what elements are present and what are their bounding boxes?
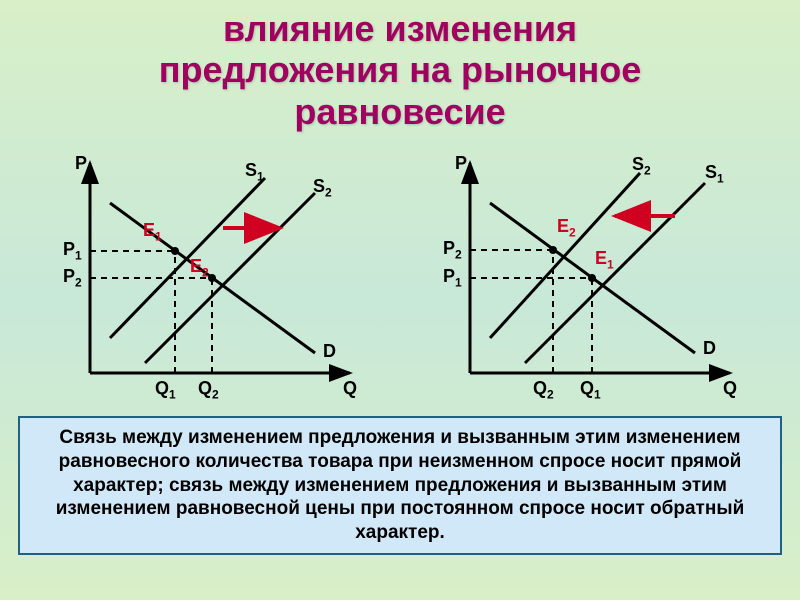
point-e2	[208, 274, 216, 282]
right-label-q2: Q2	[533, 378, 554, 402]
right-label-q1: Q1	[580, 378, 601, 402]
point-e1	[588, 274, 596, 282]
supply-s2	[490, 173, 640, 338]
left-label-s2: S2	[313, 176, 332, 200]
left-label-p1: P1	[63, 239, 82, 263]
supply-s1	[110, 178, 265, 338]
left-svg	[35, 138, 385, 408]
left-label-e1: E1	[143, 220, 162, 244]
left-label-d: D	[323, 341, 336, 362]
left-label-q: Q	[343, 378, 357, 399]
point-e1	[171, 247, 179, 255]
left-chart: P P1 P2 Q Q1 Q2 S1 S2 D E1 E2	[35, 138, 385, 408]
right-label-s2: S2	[632, 154, 651, 178]
left-label-e2: E2	[190, 256, 209, 280]
right-label-e1: E1	[595, 248, 614, 272]
right-label-s1: S1	[705, 162, 724, 186]
left-label-p2: P2	[63, 266, 82, 290]
title-line-3: равновесие	[294, 91, 505, 132]
caption-box: Связь между изменением предложения и выз…	[18, 416, 782, 555]
left-label-p: P	[75, 153, 87, 174]
left-label-s1: S1	[245, 160, 264, 184]
left-label-q2: Q2	[198, 378, 219, 402]
point-e2	[549, 246, 557, 254]
right-label-p: P	[455, 153, 467, 174]
title-line-1: влияние изменения	[223, 8, 577, 49]
caption-text: Связь между изменением предложения и выз…	[56, 427, 745, 543]
right-chart: P P1 P2 Q Q1 Q2 S1 S2 D E1 E2	[415, 138, 765, 408]
right-label-d: D	[703, 338, 716, 359]
right-label-p2: P2	[443, 238, 462, 262]
right-label-p1: P1	[443, 266, 462, 290]
left-label-q1: Q1	[155, 378, 176, 402]
charts-row: P P1 P2 Q Q1 Q2 S1 S2 D E1 E2 P P1 P2 Q Q1 Q2 S1 S2 D E1 E2	[0, 138, 800, 408]
title-line-2: предложения на рыночное	[159, 49, 641, 90]
slide-title: влияние изменения предложения на рыночно…	[0, 0, 800, 138]
right-label-e2: E2	[557, 216, 576, 240]
right-label-q: Q	[723, 378, 737, 399]
